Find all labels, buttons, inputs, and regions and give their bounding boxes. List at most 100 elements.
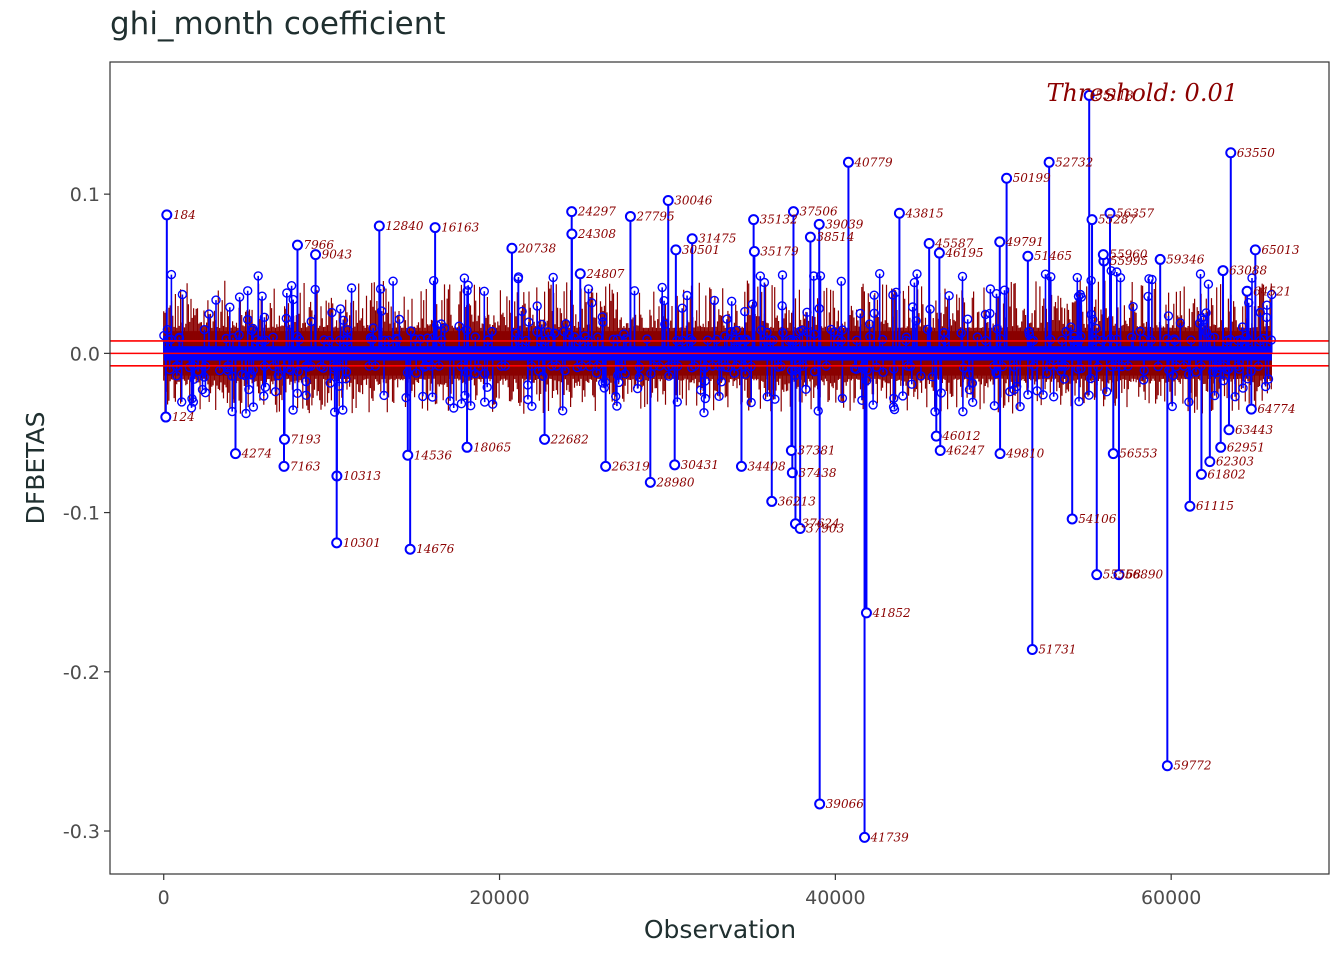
point-7193 <box>279 353 291 445</box>
dense-point <box>837 325 848 335</box>
point-64774 <box>1245 353 1257 415</box>
dense-point <box>342 334 352 344</box>
point-marker <box>566 206 578 218</box>
point-label: 43815 <box>904 206 943 220</box>
point-59772 <box>1161 353 1173 772</box>
dense-point <box>523 394 533 405</box>
point-28980 <box>644 353 656 488</box>
dense-point <box>335 304 346 314</box>
dense-point <box>755 271 765 281</box>
point-label: 35179 <box>760 244 799 258</box>
dense-point <box>487 326 497 337</box>
dense-point <box>617 363 627 374</box>
dense-point <box>1169 334 1180 344</box>
point-label: 64774 <box>1257 402 1295 416</box>
dense-point <box>532 327 542 337</box>
dense-point <box>564 330 574 340</box>
dense-point <box>877 334 888 345</box>
point-marker <box>506 242 518 254</box>
point-label: 7193 <box>291 432 322 446</box>
dense-point <box>377 306 387 316</box>
dense-point <box>801 384 811 394</box>
point-label: 7163 <box>290 459 321 473</box>
point-label: 56357 <box>1116 206 1155 220</box>
dense-point <box>1175 318 1186 328</box>
dense-point <box>964 385 975 395</box>
dense-point <box>513 272 524 282</box>
point-marker <box>278 460 290 472</box>
point-56553 <box>1107 353 1119 460</box>
dense-point <box>1066 322 1076 332</box>
point-49810 <box>994 353 1006 460</box>
point-marker <box>161 209 173 221</box>
dense-point <box>672 397 682 407</box>
dense-point <box>922 324 933 335</box>
point-label: 46247 <box>945 443 985 457</box>
dense-point <box>535 335 546 345</box>
dense-point <box>1262 300 1272 310</box>
dense-point <box>1168 370 1179 381</box>
dense-point <box>244 384 254 395</box>
point-184 <box>161 209 173 354</box>
dense-point <box>700 393 710 404</box>
point-34408 <box>735 353 747 472</box>
dense-point <box>1042 368 1052 379</box>
point-marker <box>1086 214 1098 226</box>
point-64521 <box>1241 285 1253 354</box>
point-marker <box>766 495 778 507</box>
point-label: 9043 <box>322 248 353 262</box>
dense-point <box>587 298 597 308</box>
point-55960 <box>1097 249 1109 354</box>
point-marker <box>402 449 414 461</box>
dense-point <box>445 396 455 406</box>
point-marker <box>735 460 747 472</box>
point-marker <box>934 444 946 456</box>
dense-point <box>334 381 344 391</box>
point-label: 39066 <box>826 797 865 811</box>
point-20738 <box>506 242 518 354</box>
point-label: 30046 <box>674 194 713 208</box>
point-marker <box>1161 760 1173 772</box>
dense-point <box>479 286 489 296</box>
dense-point <box>985 284 996 294</box>
dense-point <box>1101 387 1112 397</box>
point-label: 64521 <box>1253 284 1291 298</box>
dense-point <box>543 327 553 337</box>
dense-point <box>682 290 692 301</box>
dense-point <box>558 406 568 416</box>
dense-point <box>869 290 879 300</box>
dense-point <box>837 393 848 403</box>
dense-point <box>456 399 467 409</box>
dense-point <box>379 390 389 401</box>
dense-point <box>1218 376 1229 386</box>
dense-point <box>912 269 922 279</box>
point-label: 10313 <box>343 469 382 483</box>
dense-point <box>301 376 311 387</box>
dense-point <box>1230 392 1240 402</box>
dense-point <box>241 408 251 419</box>
dense-point <box>460 390 470 401</box>
dense-point <box>406 326 416 336</box>
point-marker <box>994 448 1006 460</box>
point-marker <box>1066 513 1078 525</box>
x-tick-label: 40000 <box>805 887 865 909</box>
dense-point <box>875 269 885 279</box>
point-12840 <box>373 220 385 354</box>
point-label: 49810 <box>1005 447 1045 461</box>
point-18065 <box>461 353 473 453</box>
dense-point <box>699 408 709 418</box>
dense-point <box>889 393 899 403</box>
point-marker <box>1154 253 1166 265</box>
point-label: 46195 <box>944 246 983 260</box>
dense-point <box>325 378 335 388</box>
dense-point <box>391 333 401 344</box>
point-9043 <box>310 249 322 354</box>
dense-point <box>388 276 398 286</box>
point-37903 <box>794 353 806 535</box>
dense-point <box>957 271 968 282</box>
point-36213 <box>766 353 778 507</box>
point-label: 184 <box>173 208 196 222</box>
point-marker <box>1245 403 1257 415</box>
point-label: 20738 <box>517 241 557 255</box>
dense-point <box>747 299 758 309</box>
